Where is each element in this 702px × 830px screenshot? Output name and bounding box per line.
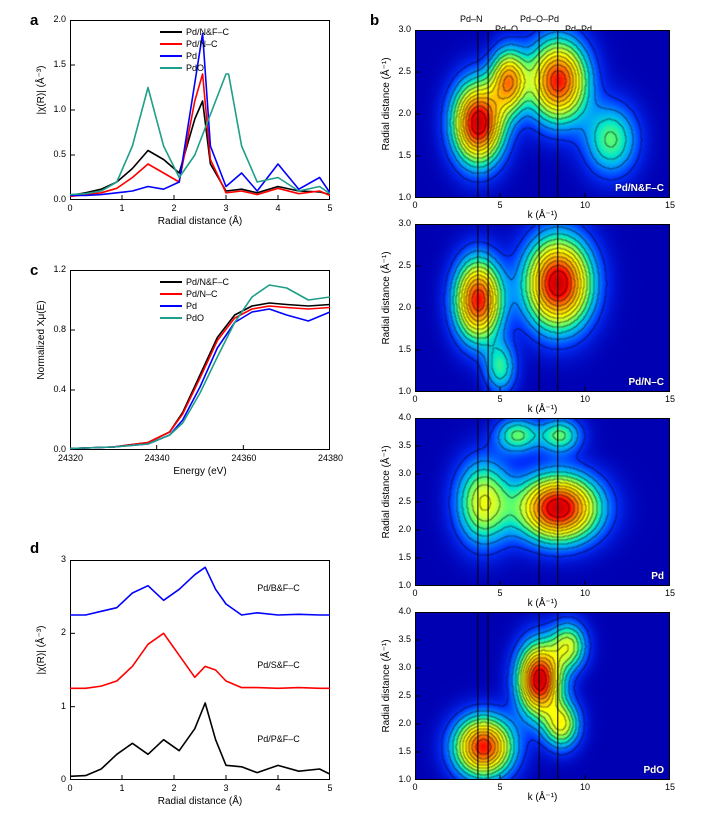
wavelet-panel: 0510151.01.52.02.53.03.54.0k (Å⁻¹)Radial…: [415, 418, 670, 586]
wavelet-panel: 0510151.01.52.02.53.03.54.0k (Å⁻¹)Radial…: [415, 612, 670, 780]
header-pd-o-pd: Pd–O–Pd: [520, 14, 559, 24]
panel-label-a: a: [30, 12, 38, 29]
series-label: Pd/S&F–C: [257, 660, 300, 670]
panel-label-c: c: [30, 262, 38, 279]
legend: Pd/N&F–CPd/N–CPdPdO: [160, 26, 229, 74]
legend: Pd/N&F–CPd/N–CPdPdO: [160, 276, 229, 324]
subpanel-label: PdO: [643, 765, 664, 776]
panel-d-chart: 0123450123Pd/B&F–CPd/S&F–CPd/P&F–CRadial…: [70, 560, 330, 780]
series-label: Pd/P&F–C: [257, 734, 300, 744]
wavelet-panel: 0510151.01.52.02.53.0k (Å⁻¹)Radial dista…: [415, 30, 670, 198]
panel-label-d: d: [30, 540, 39, 557]
header-pd-n: Pd–N: [460, 14, 483, 24]
panel-a-chart: 0123450.00.51.01.52.0Radial distance (Å)…: [70, 20, 330, 200]
panel-label-b: b: [370, 12, 379, 29]
series-label: Pd/B&F–C: [257, 583, 300, 593]
subpanel-label: Pd: [651, 571, 664, 582]
wavelet-panel: 0510151.01.52.02.53.0k (Å⁻¹)Radial dista…: [415, 224, 670, 392]
subpanel-label: Pd/N–C: [628, 377, 664, 388]
figure-page: { "labels": { "a": "a", "b": "b", "c": "…: [0, 0, 702, 830]
subpanel-label: Pd/N&F–C: [615, 183, 664, 194]
panel-c-chart: 243202434024360243800.00.40.81.2Energy (…: [70, 270, 330, 450]
